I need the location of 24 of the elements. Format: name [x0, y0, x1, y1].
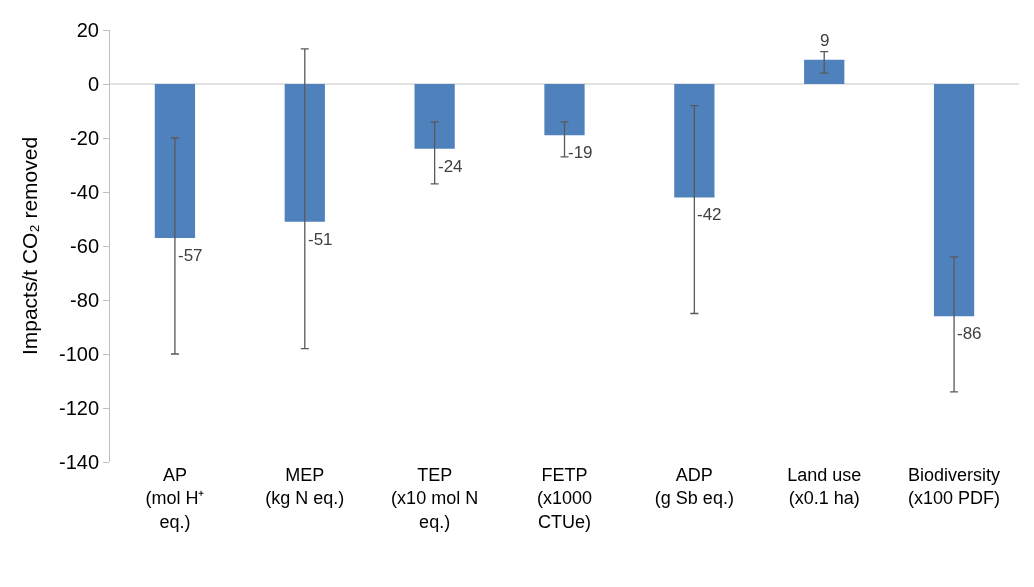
- data-label: 9: [820, 31, 830, 50]
- data-label: -86: [957, 324, 982, 343]
- y-tick-label: -20: [70, 127, 99, 149]
- y-tick-label: 20: [76, 19, 99, 41]
- x-tick-label: MEP (kg N eq.): [265, 465, 345, 509]
- data-label: -51: [308, 230, 333, 249]
- x-tick-label: Biodiversity (x100 PDF): [908, 465, 1001, 509]
- x-tick-label: Land use (x0.1 ha): [787, 465, 862, 509]
- y-tick-label: -120: [58, 397, 99, 419]
- x-tick-label: ADP (g Sb eq.): [654, 465, 734, 509]
- data-label: -57: [178, 246, 203, 265]
- data-label: -42: [697, 205, 722, 224]
- x-tick-label: AP (mol H⁺ eq.): [145, 465, 205, 532]
- y-tick-label: 0: [87, 73, 99, 95]
- y-tick-label: -40: [70, 181, 99, 203]
- x-tick-label: TEP (x10 mol N eq.): [391, 465, 479, 532]
- data-label: -19: [568, 143, 593, 162]
- data-label: -24: [438, 157, 463, 176]
- y-tick-label: -140: [58, 451, 99, 473]
- y-tick-label: -100: [58, 343, 99, 365]
- y-tick-label: -60: [70, 235, 99, 257]
- y-tick-label: -80: [70, 289, 99, 311]
- y-axis-title: Impacts/t CO₂ removed: [18, 136, 42, 356]
- x-tick-label: FETP (x1000 CTUe): [536, 465, 593, 532]
